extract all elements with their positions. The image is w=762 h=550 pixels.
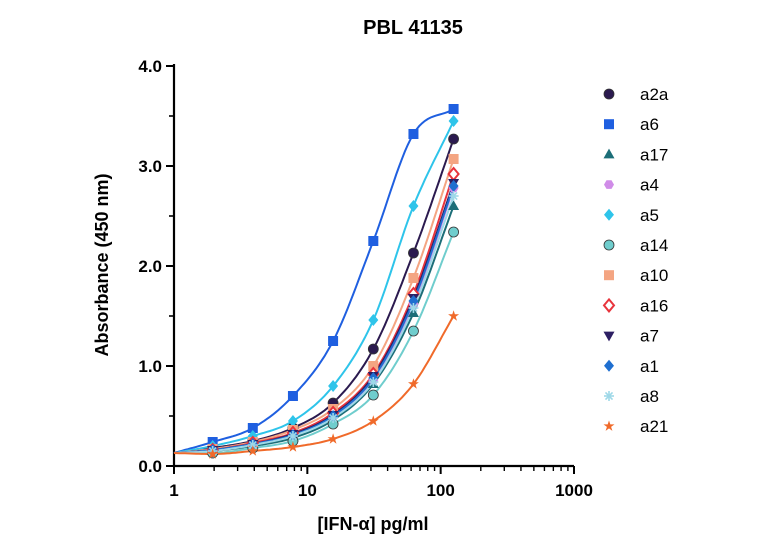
legend-label-a16: a16: [640, 296, 668, 315]
legend-label-a2a: a2a: [640, 85, 669, 104]
legend-label-a14: a14: [640, 236, 668, 255]
data-point-a6: [287, 391, 298, 401]
y-axis-label: Absorbance (450 nm): [92, 173, 112, 356]
legend-label-a10: a10: [640, 266, 668, 285]
data-point-a5: [368, 314, 379, 326]
data-point-a10: [368, 361, 379, 371]
fit-curve-a4: [173, 187, 455, 454]
data-point-a8: [328, 413, 339, 423]
y-tick-label: 1.0: [138, 357, 162, 376]
fit-curve-a5: [173, 120, 455, 454]
data-point-a10: [448, 154, 459, 164]
fit-curve-a21: [173, 315, 455, 455]
legend-marker-a14: [603, 239, 615, 251]
asterisk-stroke: [369, 377, 378, 387]
data-point-a21: [247, 445, 259, 456]
data-point-a21: [327, 433, 339, 444]
data-point-a8: [408, 303, 419, 313]
data-point-a14: [448, 226, 459, 238]
data-point-a6: [448, 104, 459, 114]
data-point-a17: [448, 200, 460, 210]
legend-marker-a5: [604, 208, 614, 221]
y-tick-label: 0.0: [138, 457, 162, 476]
x-tick-label: 10: [298, 481, 317, 500]
legend-marker-a6: [604, 119, 614, 130]
legend-label-a8: a8: [640, 387, 659, 406]
data-point-a5: [287, 415, 298, 427]
data-point-a5: [408, 200, 419, 212]
data-point-a21: [367, 415, 379, 426]
legend-label-a21: a21: [640, 417, 668, 436]
data-point-a6: [247, 423, 258, 433]
data-point-a1: [448, 180, 459, 192]
data-point-a14: [367, 389, 379, 401]
fit-curve-a1: [173, 185, 455, 454]
x-tick-label: 1: [169, 481, 178, 500]
data-point-a6: [368, 236, 379, 246]
data-point-a2a: [448, 133, 459, 145]
legend-label-a6: a6: [640, 115, 659, 134]
data-point-a5: [328, 380, 339, 392]
legend-marker-a1: [604, 359, 614, 372]
fit-curve-a6: [173, 108, 455, 454]
data-point-a8: [287, 431, 298, 441]
chart-title: PBL 41135: [363, 17, 463, 39]
asterisk-stroke: [248, 440, 257, 450]
data-point-a2a: [408, 247, 419, 259]
y-tick-label: 3.0: [138, 157, 162, 176]
fit-curve-a2a: [173, 138, 455, 454]
legend-marker-a16: [602, 297, 616, 313]
legend-marker-a2a: [603, 88, 615, 100]
asterisk-stroke: [409, 303, 418, 313]
legend-marker-a4: [604, 180, 614, 189]
x-tick-label: 1000: [555, 481, 593, 500]
data-point-a10: [408, 273, 419, 283]
legend-label-a17: a17: [640, 145, 668, 164]
legend-marker-a17: [603, 148, 615, 159]
data-points: [206, 104, 460, 459]
x-tick-label: 100: [426, 481, 454, 500]
data-point-a2a: [367, 343, 379, 355]
legend-marker-a10: [604, 270, 614, 281]
y-tick-label: 4.0: [138, 57, 162, 76]
fit-curve-a14: [174, 231, 455, 454]
y-tick-label: 2.0: [138, 257, 162, 276]
asterisk-stroke: [328, 413, 338, 423]
asterisk-stroke: [604, 391, 614, 401]
data-point-a21: [448, 310, 460, 321]
legend-label-a5: a5: [640, 206, 659, 225]
x-axis-label: [IFN-α] pg/ml: [317, 514, 428, 534]
legend: a2a a6 a17 a4 a5 a14 a10 a16 a7 a1 a8 a21: [602, 85, 669, 436]
legend-label-a1: a1: [640, 357, 659, 376]
asterisk-stroke: [449, 191, 458, 201]
data-point-a8: [448, 191, 459, 201]
data-point-a21: [207, 448, 219, 459]
data-point-a6: [408, 129, 419, 139]
legend-marker-a21: [603, 420, 615, 431]
legend-marker-a8: [604, 391, 614, 401]
legend-label-a7: a7: [640, 327, 659, 346]
data-point-a21: [408, 378, 419, 389]
data-point-a8: [368, 377, 379, 387]
data-point-a5: [448, 115, 459, 127]
axes: 0.0 1.0 2.0 3.0 4.0 1 10 100 1000: [138, 57, 593, 500]
data-point-a14: [408, 325, 419, 337]
data-point-a21: [287, 441, 299, 452]
data-point-a1: [408, 295, 419, 307]
asterisk-stroke: [288, 431, 298, 441]
data-point-a6: [328, 336, 339, 346]
fit-curve-a8: [173, 195, 455, 454]
legend-marker-a7: [603, 331, 615, 342]
legend-label-a4: a4: [640, 176, 659, 195]
fit-curves: [173, 108, 455, 455]
